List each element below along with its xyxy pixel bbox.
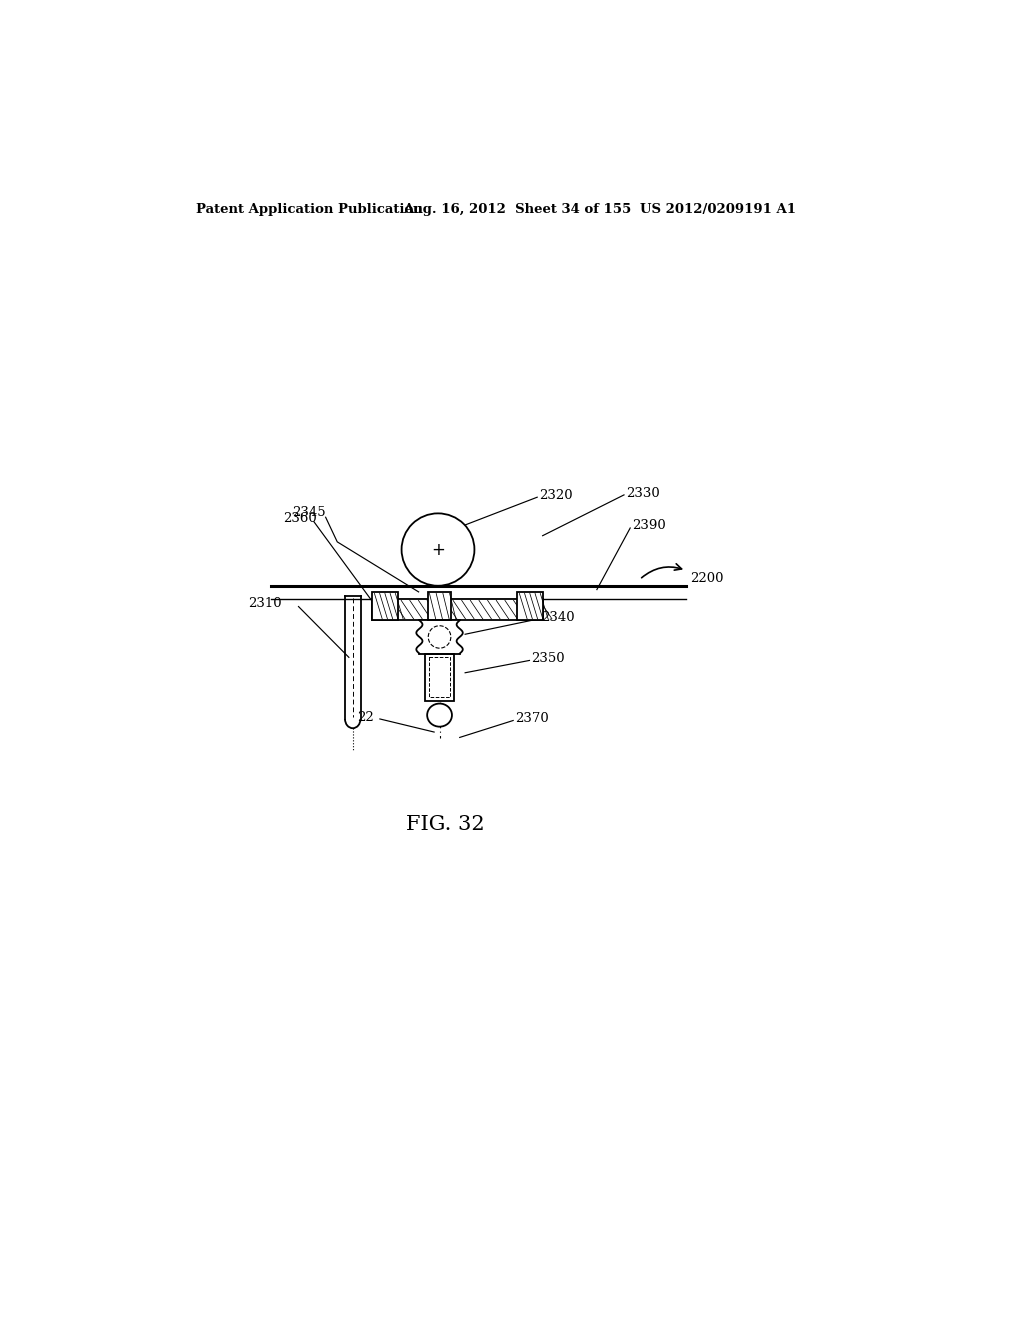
Text: US 2012/0209191 A1: US 2012/0209191 A1 [640, 203, 796, 216]
Text: Aug. 16, 2012  Sheet 34 of 155: Aug. 16, 2012 Sheet 34 of 155 [403, 203, 632, 216]
Text: 2350: 2350 [531, 652, 564, 665]
Text: 2345: 2345 [292, 506, 326, 519]
Text: FIG. 32: FIG. 32 [407, 814, 485, 834]
Text: 2200: 2200 [690, 572, 723, 585]
Bar [428, 591, 452, 620]
Text: 2390: 2390 [632, 519, 666, 532]
Text: 2310: 2310 [248, 597, 282, 610]
Text: 22: 22 [356, 711, 374, 723]
Circle shape [401, 513, 474, 586]
Text: Patent Application Publication: Patent Application Publication [197, 203, 423, 216]
Text: 2340: 2340 [541, 611, 574, 624]
Bar [420, 620, 460, 653]
Text: 2320: 2320 [539, 490, 572, 502]
Bar [425, 653, 455, 701]
Text: 2330: 2330 [627, 487, 660, 500]
Bar [372, 591, 397, 620]
Text: +: + [431, 541, 445, 558]
Bar [517, 591, 543, 620]
Bar [429, 657, 451, 697]
Text: 2370: 2370 [515, 713, 549, 726]
Ellipse shape [427, 704, 452, 726]
Bar [372, 599, 543, 620]
Text: 2360: 2360 [283, 512, 316, 525]
